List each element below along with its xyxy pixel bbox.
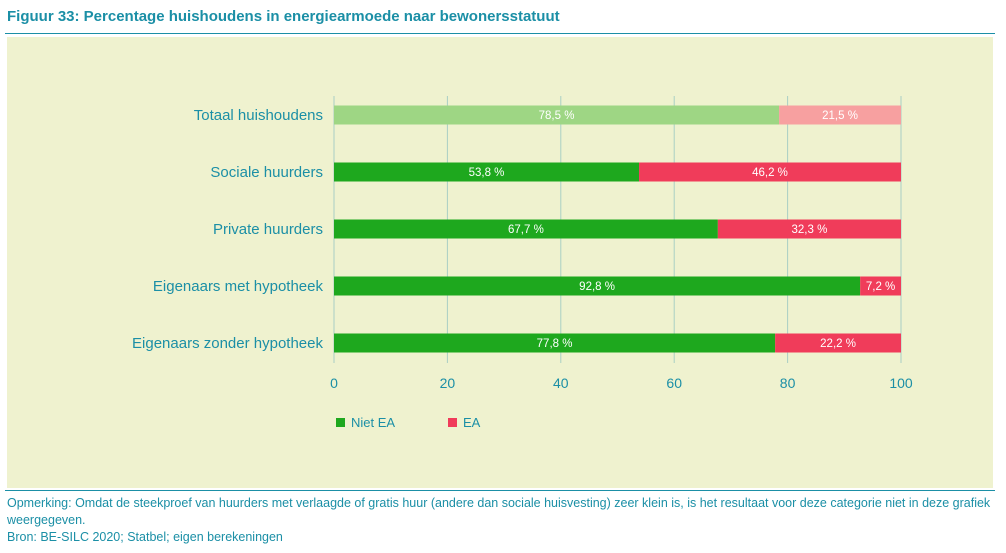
bar-ea (860, 276, 901, 296)
stacked-bar-chart: 78,5 % 21,5 % 53,8 % 46,2 % 67,7 % 32,3 % 92,8… (132, 96, 913, 430)
category-labels: Totaal huishoudens Sociale huurders Privat… (132, 107, 323, 352)
chart-title: Figuur 33: Percentage huishoudens in ene… (7, 8, 560, 25)
data-label: 78,5 % (539, 110, 575, 122)
bar-niet-ea (334, 333, 776, 353)
data-label: 46,2 % (752, 167, 788, 179)
data-label: 22,2 % (820, 338, 856, 350)
data-label: 21,5 % (822, 110, 858, 122)
category-label: Eigenaars zonder hypotheek (132, 335, 323, 352)
data-label: 32,3 % (792, 224, 828, 236)
legend-ea-label: EA (463, 415, 481, 430)
data-label: 7,2 % (866, 281, 895, 293)
data-label: 77,8 % (537, 338, 573, 350)
legend-ea-swatch (448, 418, 457, 427)
legend: Niet EA EA (336, 415, 481, 430)
bar-ea (717, 219, 901, 239)
bars: 78,5 % 21,5 % 53,8 % 46,2 % 67,7 % 32,3 % 92,8… (334, 105, 901, 353)
legend-niet-ea-swatch (336, 418, 345, 427)
title-divider (5, 33, 995, 34)
x-tick-label: 20 (440, 375, 456, 391)
bar-ea (779, 105, 901, 125)
data-label: 92,8 % (579, 281, 615, 293)
footer-divider (5, 490, 995, 491)
category-label: Private huurders (213, 221, 323, 238)
footnote-remark: Opmerking: Omdat de steekproef van huurd… (7, 496, 991, 527)
bar-niet-ea (334, 276, 861, 296)
bar-niet-ea (334, 105, 780, 125)
footnote-source: Bron: BE-SILC 2020; Statbel; eigen berek… (7, 530, 283, 544)
bar-niet-ea (334, 162, 640, 182)
footnote: Opmerking: Omdat de steekproef van huurd… (7, 495, 997, 546)
bar-niet-ea (334, 219, 718, 239)
data-label: 53,8 % (469, 167, 505, 179)
x-tick-label: 40 (553, 375, 569, 391)
category-label: Eigenaars met hypotheek (153, 278, 324, 295)
x-axis: 0 20 40 60 80 100 (330, 375, 913, 391)
x-tick-label: 60 (666, 375, 682, 391)
category-label: Totaal huishoudens (194, 107, 323, 124)
bar-ea (639, 162, 901, 182)
x-tick-label: 100 (889, 375, 913, 391)
data-label: 67,7 % (508, 224, 544, 236)
x-tick-label: 0 (330, 375, 338, 391)
category-label: Sociale huurders (210, 164, 323, 181)
x-tick-label: 80 (780, 375, 796, 391)
legend-niet-ea-label: Niet EA (351, 415, 395, 430)
bar-ea (775, 333, 901, 353)
